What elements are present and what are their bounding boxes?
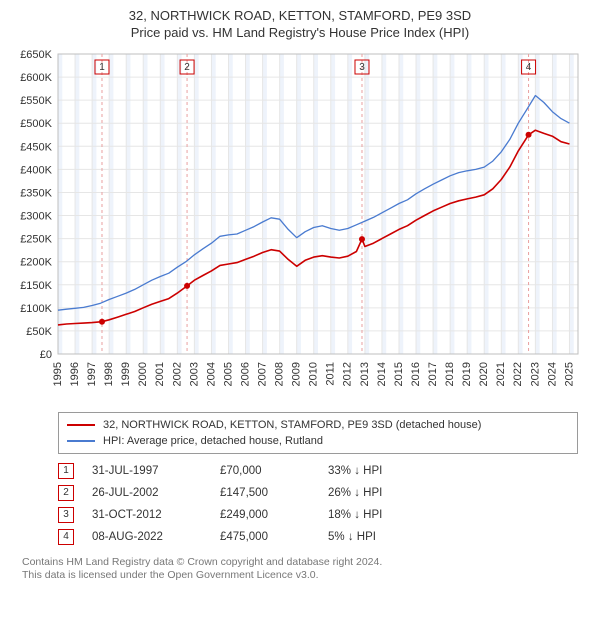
svg-text:2005: 2005 [222,362,234,386]
tx-date: 31-OCT-2012 [92,504,202,526]
svg-text:2018: 2018 [444,362,456,386]
tx-price: £70,000 [220,460,310,482]
svg-text:2002: 2002 [171,362,183,386]
svg-text:2022: 2022 [512,362,524,386]
legend-item-price-paid: 32, NORTHWICK ROAD, KETTON, STAMFORD, PE… [67,417,569,433]
svg-text:1995: 1995 [52,362,64,386]
svg-text:2009: 2009 [291,362,303,386]
transactions-table: 1 31-JUL-1997 £70,000 33% ↓ HPI 2 26-JUL… [58,460,578,548]
svg-text:2001: 2001 [154,362,166,386]
tx-price: £147,500 [220,482,310,504]
svg-text:1996: 1996 [69,362,81,386]
svg-text:2021: 2021 [495,362,507,386]
table-row: 1 31-JUL-1997 £70,000 33% ↓ HPI [58,460,578,482]
svg-text:1998: 1998 [103,362,115,386]
tx-price: £475,000 [220,526,310,548]
tx-date: 26-JUL-2002 [92,482,202,504]
chart-title-line2: Price paid vs. HM Land Registry's House … [8,25,592,40]
svg-text:2024: 2024 [546,362,558,386]
svg-text:2014: 2014 [376,362,388,386]
svg-text:3: 3 [359,62,365,73]
tx-diff: 26% ↓ HPI [328,482,438,504]
svg-text:2000: 2000 [137,362,149,386]
svg-text:2006: 2006 [239,362,251,386]
legend-item-hpi: HPI: Average price, detached house, Rutl… [67,433,569,449]
table-row: 3 31-OCT-2012 £249,000 18% ↓ HPI [58,504,578,526]
svg-text:4: 4 [526,62,532,73]
svg-text:1999: 1999 [120,362,132,386]
svg-text:£400K: £400K [20,164,52,176]
svg-text:£50K: £50K [26,326,52,338]
svg-text:2023: 2023 [529,362,541,386]
tx-date: 31-JUL-1997 [92,460,202,482]
svg-text:2004: 2004 [205,362,217,386]
svg-text:2012: 2012 [342,362,354,386]
svg-text:1997: 1997 [86,362,98,386]
svg-text:£650K: £650K [20,49,52,61]
tx-marker-1: 1 [58,463,74,479]
svg-text:£300K: £300K [20,211,52,223]
svg-text:2007: 2007 [256,362,268,386]
svg-text:2020: 2020 [478,362,490,386]
chart-title-line1: 32, NORTHWICK ROAD, KETTON, STAMFORD, PE… [8,8,592,23]
svg-text:£100K: £100K [20,303,52,315]
table-row: 2 26-JUL-2002 £147,500 26% ↓ HPI [58,482,578,504]
footnote-line1: Contains HM Land Registry data © Crown c… [22,556,578,569]
tx-date: 08-AUG-2022 [92,526,202,548]
tx-diff: 18% ↓ HPI [328,504,438,526]
svg-text:2: 2 [184,62,190,73]
svg-text:2017: 2017 [427,362,439,386]
tx-diff: 5% ↓ HPI [328,526,438,548]
svg-text:£200K: £200K [20,257,52,269]
svg-text:£600K: £600K [20,72,52,84]
tx-price: £249,000 [220,504,310,526]
svg-text:1: 1 [99,62,105,73]
svg-text:2015: 2015 [393,362,405,386]
svg-text:£150K: £150K [20,280,52,292]
svg-text:£350K: £350K [20,187,52,199]
table-row: 4 08-AUG-2022 £475,000 5% ↓ HPI [58,526,578,548]
svg-text:2010: 2010 [308,362,320,386]
tx-marker-2: 2 [58,485,74,501]
svg-text:2013: 2013 [359,362,371,386]
svg-text:2016: 2016 [410,362,422,386]
svg-text:£250K: £250K [20,234,52,246]
svg-text:£0: £0 [40,349,52,361]
legend-label-hpi: HPI: Average price, detached house, Rutl… [103,433,323,449]
tx-marker-3: 3 [58,507,74,523]
legend: 32, NORTHWICK ROAD, KETTON, STAMFORD, PE… [58,412,578,454]
legend-swatch-price-paid [67,424,95,426]
tx-marker-4: 4 [58,529,74,545]
svg-text:2011: 2011 [325,362,337,386]
svg-text:2008: 2008 [274,362,286,386]
tx-diff: 33% ↓ HPI [328,460,438,482]
legend-label-price-paid: 32, NORTHWICK ROAD, KETTON, STAMFORD, PE… [103,417,481,433]
svg-text:£550K: £550K [20,95,52,107]
legend-swatch-hpi [67,440,95,442]
svg-text:£450K: £450K [20,141,52,153]
footnote: Contains HM Land Registry data © Crown c… [22,556,578,582]
svg-text:2019: 2019 [461,362,473,386]
chart-svg: £0 £50K £100K £150K £200K £250K £300K £350K £400… [8,44,592,404]
svg-text:2025: 2025 [563,362,575,386]
price-chart: £0 £50K £100K £150K £200K £250K £300K £350K £400… [8,44,592,404]
svg-text:2003: 2003 [188,362,200,386]
footnote-line2: This data is licensed under the Open Gov… [22,569,578,582]
svg-text:£500K: £500K [20,118,52,130]
